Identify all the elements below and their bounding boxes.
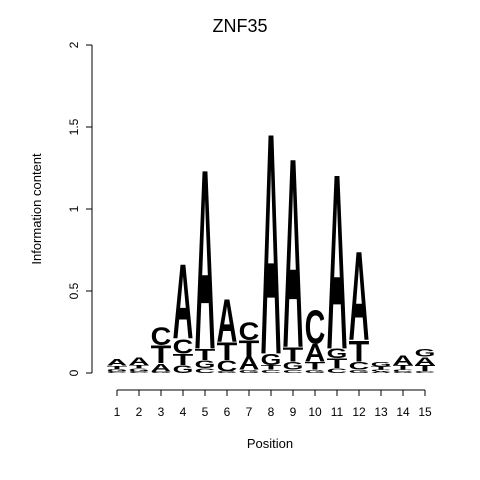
y-axis-label: Information content bbox=[29, 153, 44, 265]
logo-letter-C: C bbox=[129, 371, 150, 373]
x-tick-label: 12 bbox=[352, 405, 366, 419]
logo-letter-C: C bbox=[415, 371, 436, 373]
logo-letter-T: T bbox=[173, 350, 194, 368]
logo-letter-A: A bbox=[151, 361, 172, 374]
logo-letter-G: G bbox=[283, 360, 304, 373]
x-tick-label: 2 bbox=[136, 405, 143, 419]
x-tick-label: 5 bbox=[202, 405, 209, 419]
logo-letter-G: G bbox=[239, 369, 260, 374]
logo-letter-G: G bbox=[261, 350, 282, 368]
logo-letter-T: T bbox=[371, 366, 392, 371]
logo-letter-C: C bbox=[393, 369, 414, 371]
x-tick-label: 1 bbox=[114, 405, 121, 419]
logo-letter-G: G bbox=[371, 360, 392, 368]
logo-letter-G: G bbox=[129, 368, 150, 373]
x-tick-label: 4 bbox=[180, 405, 187, 419]
logo-letter-A: A bbox=[349, 224, 370, 368]
logo-letter-C: C bbox=[107, 371, 128, 373]
x-tick-label: 10 bbox=[308, 405, 322, 419]
logo-letter-A: A bbox=[239, 354, 260, 374]
logo-letter-T: T bbox=[305, 360, 326, 373]
x-tick-label: 15 bbox=[418, 405, 432, 419]
logo-letter-C: C bbox=[151, 323, 172, 351]
logo-letter-C: C bbox=[173, 335, 194, 358]
logo-letter-T: T bbox=[129, 364, 150, 369]
logo-letter-T: T bbox=[393, 364, 414, 372]
logo-letter-A: A bbox=[415, 354, 436, 367]
logo-letter-G: G bbox=[217, 371, 238, 374]
logo-letter-T: T bbox=[107, 365, 128, 370]
logo-letter-C: C bbox=[305, 301, 326, 354]
logo-letter-T: T bbox=[283, 343, 304, 366]
x-tick-label: 3 bbox=[158, 405, 165, 419]
logo-letter-A: A bbox=[107, 357, 128, 367]
logo-letter-A: A bbox=[283, 102, 304, 404]
logo-letter-G: G bbox=[327, 347, 348, 362]
x-tick-label: 11 bbox=[331, 405, 344, 419]
logo-letter-A: A bbox=[217, 288, 238, 356]
x-tick-label: 6 bbox=[224, 405, 231, 419]
y-tick-label: 1.5 bbox=[67, 118, 81, 135]
logo-letter-C: C bbox=[327, 367, 348, 375]
logo-letter-C: C bbox=[239, 318, 260, 346]
logo-letter-C: C bbox=[217, 357, 238, 375]
logo-letter-G: G bbox=[173, 363, 194, 376]
logo-letter-A: A bbox=[305, 339, 326, 367]
logo-letter-G: G bbox=[393, 371, 414, 374]
x-tick-label: 7 bbox=[246, 405, 253, 419]
x-axis: 1 2 3 4 5 6 7 8 9 10 11 12 13 14 15 bbox=[114, 389, 432, 419]
logo-letter-T: T bbox=[349, 335, 370, 369]
logo-letter-T: T bbox=[217, 338, 238, 366]
logo-letter-G: G bbox=[107, 368, 128, 372]
logo-letter-T: T bbox=[261, 364, 282, 372]
logo-letter-G: G bbox=[195, 358, 216, 371]
y-tick-label: 0.5 bbox=[67, 282, 81, 299]
y-tick-label: 2 bbox=[67, 41, 81, 48]
logo-letter-A: A bbox=[173, 242, 194, 362]
logo-letter-C: C bbox=[283, 369, 304, 374]
y-tick-label: 1 bbox=[67, 205, 81, 212]
logo-letter-T: T bbox=[151, 341, 172, 369]
logo-letter-T: T bbox=[195, 345, 216, 363]
logo-letter-T: T bbox=[415, 364, 436, 374]
logo-letter-G: G bbox=[305, 369, 326, 374]
logo-letter-C: C bbox=[349, 359, 370, 372]
x-tick-label: 8 bbox=[268, 405, 275, 419]
chart-title: ZNF35 bbox=[212, 16, 267, 36]
logo-letter-T: T bbox=[327, 356, 348, 371]
logo-letter-G: G bbox=[415, 347, 436, 360]
y-tick-label: 0 bbox=[67, 369, 81, 376]
x-tick-label: 14 bbox=[396, 405, 410, 419]
logo-letter-C: C bbox=[371, 369, 392, 371]
logo-letter-A: A bbox=[195, 115, 216, 403]
logo-letter-G: G bbox=[151, 371, 172, 374]
logo-letter-T: T bbox=[239, 337, 260, 362]
logo-letter-A: A bbox=[371, 371, 392, 373]
logo-letter-A: A bbox=[261, 67, 282, 421]
y-axis: 0 0.5 1 1.5 2 bbox=[67, 41, 93, 376]
logo-letter-C: C bbox=[195, 367, 216, 375]
logo-letter-A: A bbox=[327, 122, 348, 402]
x-tick-label: 9 bbox=[290, 405, 297, 419]
logo-letter-A: A bbox=[393, 353, 414, 368]
logo-letter-C: C bbox=[261, 369, 282, 374]
logo-letter-G: G bbox=[349, 369, 370, 374]
logo-letter-A: A bbox=[129, 354, 150, 367]
x-axis-label: Position bbox=[247, 436, 293, 451]
x-tick-label: 13 bbox=[374, 405, 388, 419]
